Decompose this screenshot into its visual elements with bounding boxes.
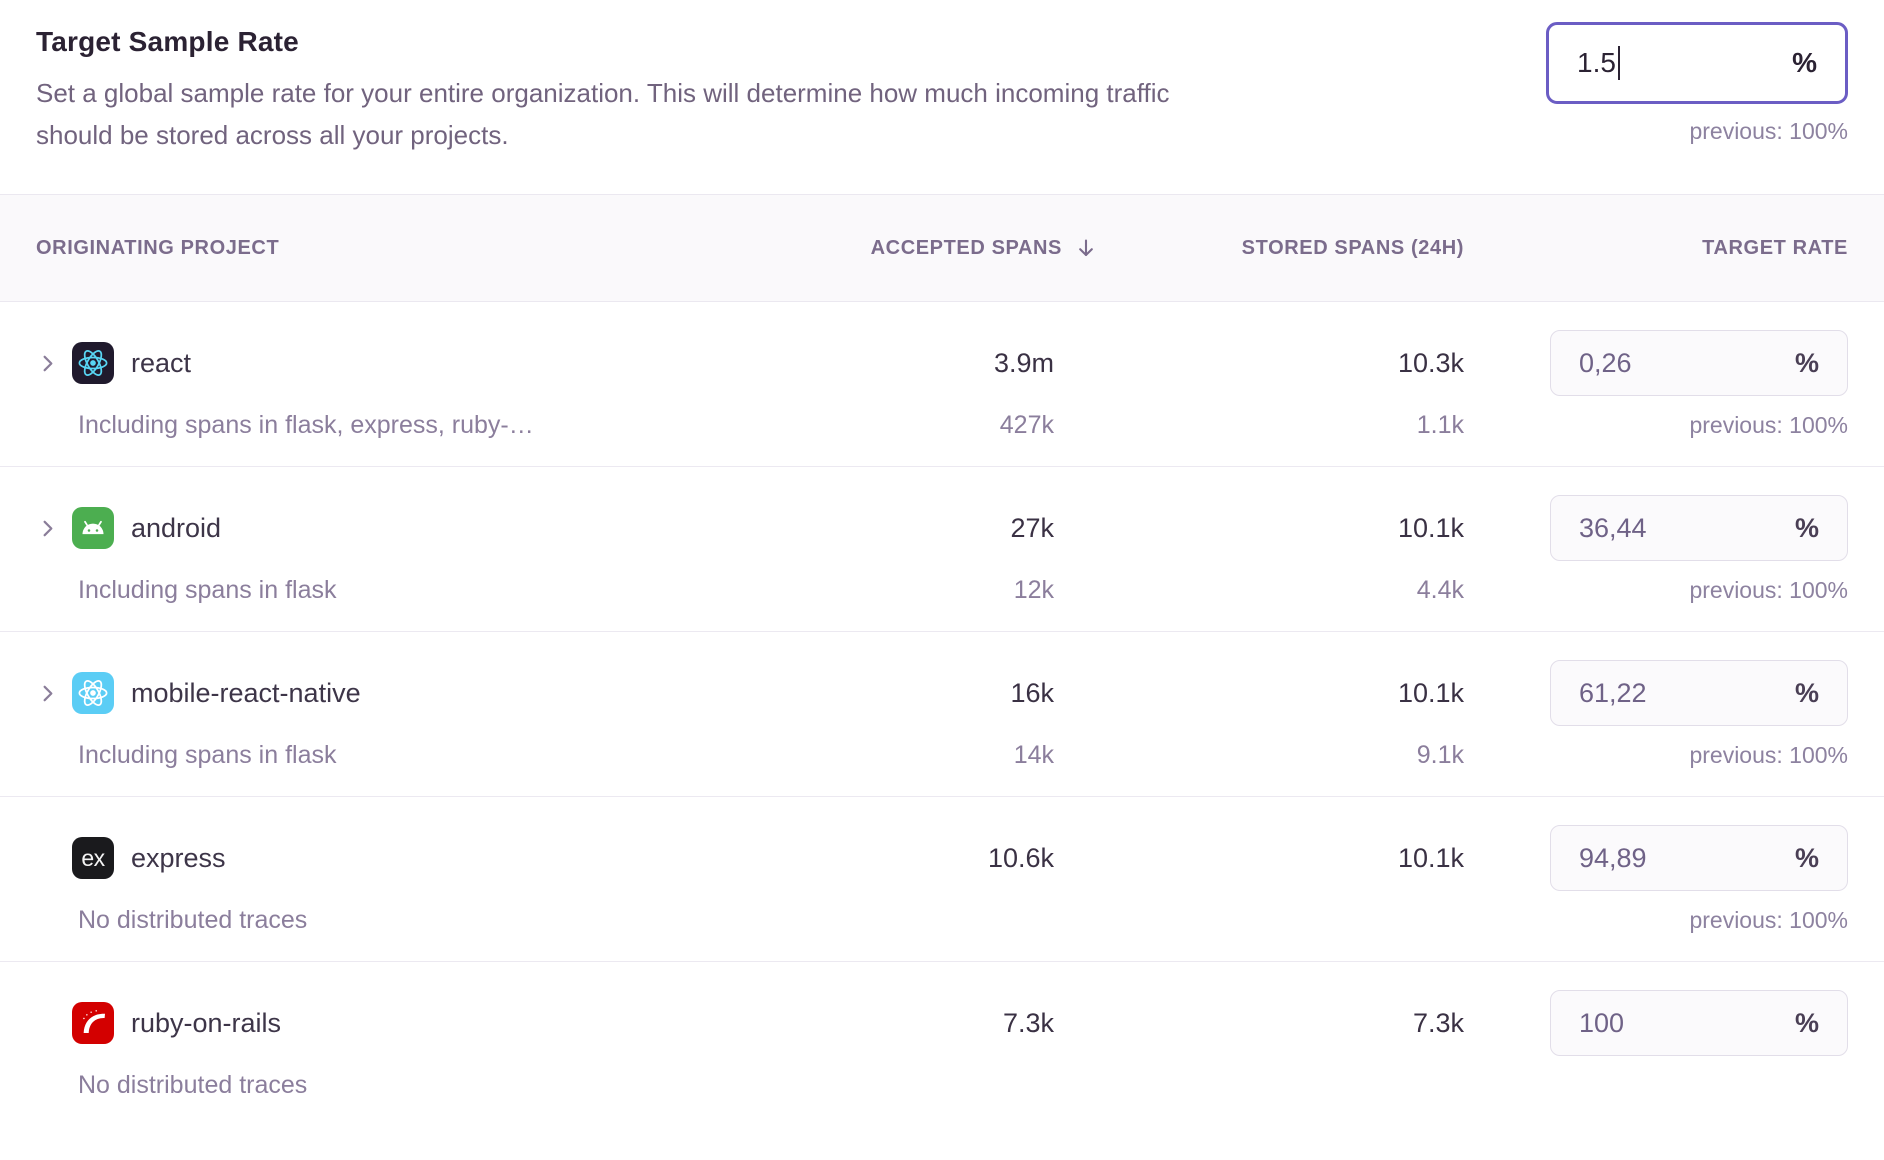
previous-rate-label: previous: 100% (1689, 907, 1848, 933)
sub-stored-spans-value: 1.1k (1416, 411, 1464, 439)
project-name: react (131, 347, 192, 378)
percent-suffix: % (1794, 1007, 1819, 1038)
project-cell: ruby-on-rails (36, 1002, 814, 1044)
distributed-traces-label: Including spans in flask, express, ruby-… (78, 411, 534, 439)
project-row: mobile-react-native 16k 10.1k 61,22 % In… (0, 632, 1884, 797)
accepted-spans-value: 10.6k (987, 842, 1054, 873)
stored-spans-value: 10.1k (1397, 512, 1464, 543)
react-native-icon (72, 672, 114, 714)
sub-stored-spans-value: 9.1k (1416, 741, 1464, 769)
expand-chevron-icon[interactable] (36, 352, 72, 375)
accepted-spans-value: 16k (1010, 677, 1054, 708)
project-cell: mobile-react-native (36, 672, 814, 714)
page-title: Target Sample Rate (36, 26, 299, 57)
project-cell: ex express (36, 837, 814, 879)
target-rate-value: 61,22 (1579, 677, 1647, 708)
target-rate-input[interactable]: 94,89 % (1550, 825, 1848, 891)
percent-suffix: % (1794, 842, 1819, 873)
global-rate-container: 1.5 % previous: 100% (1546, 22, 1848, 145)
previous-rate-label: previous: 100% (1689, 412, 1848, 438)
distributed-traces-label: No distributed traces (78, 1071, 308, 1099)
distributed-traces-label: Including spans in flask (78, 576, 337, 604)
stored-spans-value: 10.1k (1397, 842, 1464, 873)
project-row: ex express 10.6k 10.1k 94,89 % No distri… (0, 797, 1884, 962)
project-cell: react (36, 342, 814, 384)
react-icon (72, 342, 114, 384)
target-rate-input[interactable]: 0,26 % (1550, 330, 1848, 396)
project-name: android (131, 512, 222, 543)
project-row: ruby-on-rails 7.3k 7.3k 100 % No distrib… (0, 962, 1884, 1126)
project-name: ruby-on-rails (131, 1007, 282, 1038)
project-cell: android (36, 507, 814, 549)
rails-icon (72, 1002, 114, 1044)
sub-accepted-spans-value: 12k (1013, 576, 1054, 604)
target-rate-input[interactable]: 100 % (1550, 990, 1848, 1056)
global-previous-rate-label: previous: 100% (1689, 118, 1848, 144)
table-body: react 3.9m 10.3k 0,26 % Including spans … (0, 302, 1884, 1126)
distributed-traces-label: No distributed traces (78, 906, 308, 934)
target-rate-input[interactable]: 61,22 % (1550, 660, 1848, 726)
col-originating-project: ORIGINATING PROJECT (36, 236, 280, 259)
sort-desc-icon (1079, 239, 1093, 257)
target-rate-input[interactable]: 36,44 % (1550, 495, 1848, 561)
project-row: react 3.9m 10.3k 0,26 % Including spans … (0, 302, 1884, 467)
col-target-rate: TARGET RATE (1702, 236, 1848, 259)
project-name: mobile-react-native (131, 677, 361, 708)
distributed-traces-label: Including spans in flask (78, 741, 337, 769)
android-icon (72, 507, 114, 549)
percent-suffix: % (1794, 512, 1819, 543)
stored-spans-value: 10.1k (1397, 677, 1464, 708)
target-rate-value: 0,26 (1579, 347, 1632, 378)
accepted-spans-value: 7.3k (1002, 1007, 1054, 1038)
target-rate-value: 36,44 (1579, 512, 1647, 543)
stored-spans-value: 7.3k (1412, 1007, 1464, 1038)
sampling-table: ORIGINATING PROJECT ACCEPTED SPANS STORE… (0, 194, 1884, 1126)
accepted-spans-value: 27k (1010, 512, 1054, 543)
expand-chevron-icon[interactable] (36, 682, 72, 705)
target-sample-rate-panel: Target Sample Rate Set a global sample r… (0, 0, 1884, 156)
percent-suffix: % (1794, 677, 1819, 708)
global-rate-value: 1.5 (1577, 47, 1616, 78)
project-name: express (131, 842, 226, 873)
global-rate-input[interactable]: 1.5 % (1546, 22, 1848, 104)
previous-rate-label: previous: 100% (1689, 577, 1848, 603)
panel-description: Set a global sample rate for your entire… (36, 78, 1170, 150)
table-header: ORIGINATING PROJECT ACCEPTED SPANS STORE… (0, 194, 1884, 302)
percent-suffix: % (1794, 347, 1819, 378)
previous-rate-label: previous: 100% (1689, 742, 1848, 768)
accepted-spans-value: 3.9m (993, 347, 1054, 378)
col-accepted-spans[interactable]: ACCEPTED SPANS (814, 236, 1093, 260)
text-caret (1617, 46, 1620, 80)
express-icon: ex (72, 837, 114, 879)
project-row: android 27k 10.1k 36,44 % Including span… (0, 467, 1884, 632)
expand-chevron-icon[interactable] (36, 517, 72, 540)
sub-accepted-spans-value: 427k (999, 411, 1054, 439)
sub-accepted-spans-value: 14k (1013, 741, 1054, 769)
target-rate-value: 94,89 (1579, 842, 1647, 873)
target-rate-value: 100 (1579, 1007, 1625, 1038)
col-stored-spans: STORED SPANS (24H) (1241, 236, 1464, 259)
percent-suffix: % (1792, 47, 1817, 78)
sub-stored-spans-value: 4.4k (1416, 576, 1464, 604)
stored-spans-value: 10.3k (1397, 347, 1464, 378)
